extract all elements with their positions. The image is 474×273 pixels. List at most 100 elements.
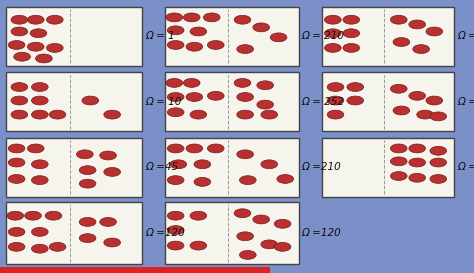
Ellipse shape xyxy=(190,241,207,250)
Ellipse shape xyxy=(46,43,63,52)
Ellipse shape xyxy=(167,211,184,220)
Ellipse shape xyxy=(79,218,96,226)
Ellipse shape xyxy=(391,157,407,166)
Ellipse shape xyxy=(31,227,48,236)
Ellipse shape xyxy=(239,251,256,259)
Ellipse shape xyxy=(27,42,44,51)
Ellipse shape xyxy=(237,45,254,54)
Ellipse shape xyxy=(253,23,270,32)
Ellipse shape xyxy=(8,242,25,251)
Ellipse shape xyxy=(31,83,48,91)
Ellipse shape xyxy=(167,176,184,185)
FancyBboxPatch shape xyxy=(6,202,142,264)
Ellipse shape xyxy=(82,96,99,105)
Ellipse shape xyxy=(186,93,203,102)
Ellipse shape xyxy=(27,15,44,24)
Ellipse shape xyxy=(430,146,447,155)
Text: Ω = 1: Ω = 1 xyxy=(457,162,474,172)
Ellipse shape xyxy=(186,144,203,153)
Ellipse shape xyxy=(166,13,182,22)
FancyBboxPatch shape xyxy=(322,7,454,66)
Ellipse shape xyxy=(409,144,426,153)
Ellipse shape xyxy=(11,110,27,119)
Ellipse shape xyxy=(190,110,207,119)
Ellipse shape xyxy=(261,110,278,119)
Ellipse shape xyxy=(167,241,184,250)
Ellipse shape xyxy=(31,96,48,105)
Ellipse shape xyxy=(327,96,344,105)
Ellipse shape xyxy=(347,96,364,105)
Ellipse shape xyxy=(261,240,278,249)
FancyBboxPatch shape xyxy=(165,72,299,131)
Ellipse shape xyxy=(170,160,187,169)
Ellipse shape xyxy=(327,110,344,119)
Ellipse shape xyxy=(234,78,251,87)
Ellipse shape xyxy=(104,167,120,176)
Ellipse shape xyxy=(239,176,256,185)
Ellipse shape xyxy=(49,242,66,251)
Text: Ω = 252: Ω = 252 xyxy=(301,97,345,107)
Ellipse shape xyxy=(31,176,48,185)
Ellipse shape xyxy=(208,144,224,153)
FancyBboxPatch shape xyxy=(6,7,142,66)
FancyBboxPatch shape xyxy=(165,202,299,264)
Ellipse shape xyxy=(167,108,184,117)
Text: Ω = 1: Ω = 1 xyxy=(145,31,175,41)
Ellipse shape xyxy=(8,158,25,167)
Ellipse shape xyxy=(237,93,254,102)
Ellipse shape xyxy=(257,100,273,109)
Ellipse shape xyxy=(343,15,360,24)
Ellipse shape xyxy=(100,151,117,160)
FancyBboxPatch shape xyxy=(6,138,142,197)
Ellipse shape xyxy=(8,174,25,183)
Ellipse shape xyxy=(186,42,203,51)
Ellipse shape xyxy=(347,83,364,91)
Ellipse shape xyxy=(426,96,443,105)
Ellipse shape xyxy=(11,96,27,105)
Ellipse shape xyxy=(237,150,254,159)
Ellipse shape xyxy=(36,54,52,63)
Ellipse shape xyxy=(104,110,120,119)
Ellipse shape xyxy=(253,215,270,224)
Ellipse shape xyxy=(234,15,251,24)
Ellipse shape xyxy=(413,45,429,54)
Ellipse shape xyxy=(237,232,254,241)
Ellipse shape xyxy=(104,238,120,247)
FancyBboxPatch shape xyxy=(322,138,454,197)
Text: Ω =210: Ω =210 xyxy=(301,162,341,172)
Ellipse shape xyxy=(270,33,287,42)
Ellipse shape xyxy=(79,179,96,188)
Ellipse shape xyxy=(79,234,96,242)
FancyBboxPatch shape xyxy=(165,138,299,197)
Text: Ω =120: Ω =120 xyxy=(301,228,341,238)
Ellipse shape xyxy=(430,158,447,167)
Ellipse shape xyxy=(190,27,207,36)
FancyBboxPatch shape xyxy=(322,72,454,131)
Ellipse shape xyxy=(30,29,47,38)
Ellipse shape xyxy=(45,211,62,220)
Ellipse shape xyxy=(46,15,63,24)
Ellipse shape xyxy=(167,144,184,153)
Ellipse shape xyxy=(190,211,207,220)
Ellipse shape xyxy=(14,52,30,61)
Ellipse shape xyxy=(277,174,293,183)
Ellipse shape xyxy=(183,78,200,87)
Ellipse shape xyxy=(8,41,25,49)
Text: Ω = 10: Ω = 10 xyxy=(145,97,182,107)
Ellipse shape xyxy=(325,43,341,52)
Ellipse shape xyxy=(11,83,27,91)
Ellipse shape xyxy=(7,211,24,220)
Ellipse shape xyxy=(31,244,48,253)
Ellipse shape xyxy=(393,38,410,46)
Ellipse shape xyxy=(167,41,184,49)
Text: Ω = 10: Ω = 10 xyxy=(457,97,474,107)
FancyBboxPatch shape xyxy=(0,267,270,273)
Ellipse shape xyxy=(430,174,447,183)
Ellipse shape xyxy=(183,13,200,22)
Ellipse shape xyxy=(166,78,182,87)
Ellipse shape xyxy=(391,15,407,24)
Text: Ω = 210: Ω = 210 xyxy=(301,31,345,41)
Ellipse shape xyxy=(391,84,407,93)
Ellipse shape xyxy=(409,20,426,29)
Text: Ω = 45: Ω = 45 xyxy=(457,31,474,41)
